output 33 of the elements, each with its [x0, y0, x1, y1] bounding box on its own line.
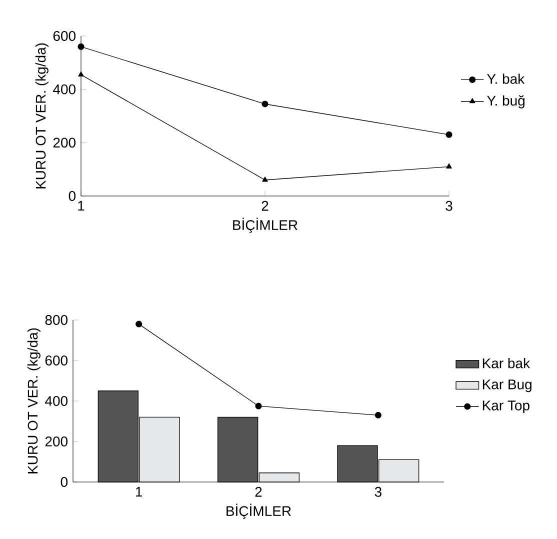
- y-tick-label: 0: [68, 191, 76, 201]
- y-axis-title: KURU OT VER. (kg/da): [27, 328, 40, 474]
- legend-label: Y. bak: [487, 74, 525, 84]
- y-tick-label: 600: [53, 31, 76, 41]
- point: [78, 71, 84, 76]
- point: [262, 100, 268, 108]
- legend-label: Kar Bug: [482, 380, 532, 392]
- x-tick-label: 3: [446, 200, 452, 211]
- point: [446, 131, 452, 138]
- y-tick-label: 0: [60, 477, 68, 487]
- legend-label: Y. buğ: [487, 95, 524, 108]
- y-tick-label: 400: [45, 396, 68, 406]
- point: [136, 320, 142, 328]
- x-tick-label: 2: [262, 200, 268, 211]
- y-tick-label: 600: [45, 356, 68, 366]
- point: [446, 163, 452, 168]
- point: [374, 412, 382, 418]
- legend-label: Kar Top: [482, 400, 530, 414]
- y-axis-title: KURU OT VER. (kg/da): [35, 43, 48, 188]
- x-tick-label: 1: [78, 200, 84, 211]
- y-tick-label: 400: [53, 84, 76, 94]
- y-tick-label: 200: [53, 138, 76, 148]
- x-tick-label: 2: [255, 486, 262, 497]
- y-tick-label: 200: [45, 436, 68, 446]
- x-axis-title: BİÇİMLER: [226, 504, 291, 519]
- point: [255, 402, 262, 410]
- x-tick-label: 1: [136, 486, 142, 497]
- point: [262, 176, 268, 182]
- legend-label: Kar bak: [482, 358, 530, 368]
- x-tick-label: 3: [374, 486, 382, 497]
- x-axis-title: BİÇİMLER: [233, 218, 298, 233]
- point: [78, 43, 84, 50]
- y-tick-label: 800: [45, 315, 68, 325]
